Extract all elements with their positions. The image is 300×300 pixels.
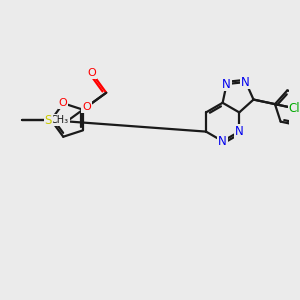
Text: N: N [241,76,250,88]
Text: N: N [222,77,231,91]
Text: N: N [218,135,227,148]
Text: O: O [87,68,96,78]
Text: O: O [59,98,68,108]
Text: CH₃: CH₃ [51,115,69,125]
Text: O: O [82,102,91,112]
Text: Cl: Cl [289,102,300,115]
Text: S: S [44,113,52,127]
Text: N: N [235,125,244,138]
